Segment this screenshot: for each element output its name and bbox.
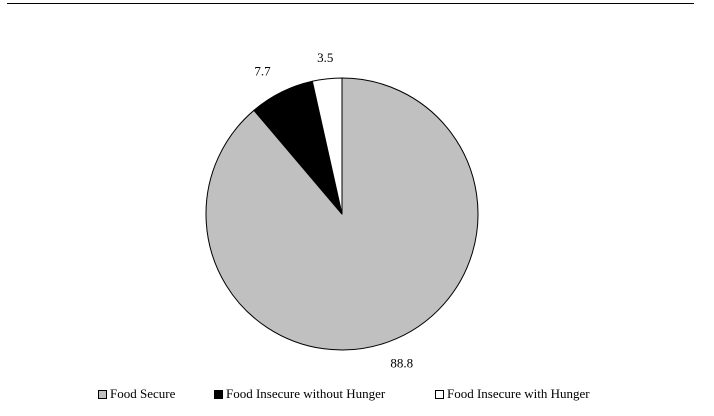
data-label-food-secure: 88.8 xyxy=(390,355,413,370)
legend-item-food-insecure-with-hunger: Food Insecure with Hunger xyxy=(435,386,590,402)
legend-item-food-secure: Food Secure xyxy=(98,386,175,402)
legend-swatch-food-insecure-without-hunger xyxy=(214,389,223,399)
pie-slice-food-insecure-with-hunger xyxy=(311,77,343,215)
pie-chart: 88.8 7.7 3.5 xyxy=(205,50,479,370)
legend-swatch-food-insecure-with-hunger xyxy=(435,389,444,399)
legend-label-food-insecure-without-hunger: Food Insecure without Hunger xyxy=(226,386,386,401)
legend: Food Secure Food Insecure without Hunger… xyxy=(0,386,714,404)
legend-label-food-secure: Food Secure xyxy=(110,386,176,401)
top-rule xyxy=(7,3,694,4)
legend-item-food-insecure-without-hunger: Food Insecure without Hunger xyxy=(214,386,385,402)
pie-slices xyxy=(205,77,479,351)
data-label-food-insecure-with-hunger: 3.5 xyxy=(317,50,333,65)
legend-label-food-insecure-with-hunger: Food Insecure with Hunger xyxy=(447,386,590,401)
data-label-food-insecure-without-hunger: 7.7 xyxy=(254,63,271,78)
legend-swatch-food-secure xyxy=(98,389,107,399)
pie-data-labels: 88.8 7.7 3.5 xyxy=(254,50,413,370)
